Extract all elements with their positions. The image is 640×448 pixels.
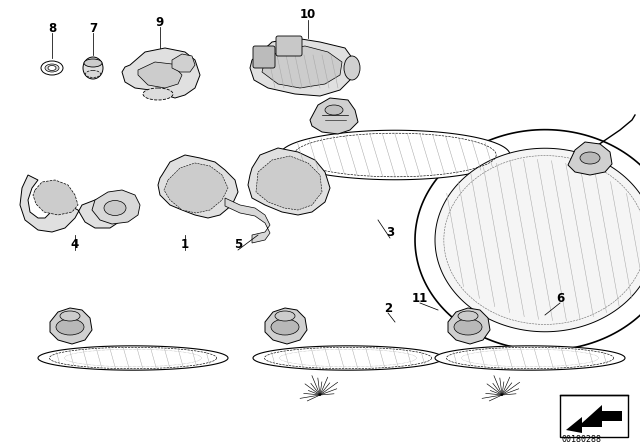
Ellipse shape: [344, 56, 360, 80]
Ellipse shape: [143, 88, 173, 100]
Polygon shape: [310, 98, 358, 134]
Polygon shape: [280, 130, 510, 180]
Text: 5: 5: [234, 238, 242, 251]
Polygon shape: [20, 175, 125, 232]
Polygon shape: [265, 308, 307, 344]
Polygon shape: [164, 163, 228, 213]
Polygon shape: [415, 129, 640, 350]
Polygon shape: [92, 190, 140, 224]
Text: 11: 11: [412, 292, 428, 305]
Ellipse shape: [275, 311, 295, 321]
Polygon shape: [122, 48, 200, 98]
Ellipse shape: [84, 59, 102, 67]
Text: 4: 4: [71, 238, 79, 251]
Polygon shape: [158, 155, 238, 218]
Text: 2: 2: [384, 302, 392, 314]
Polygon shape: [253, 346, 443, 370]
Ellipse shape: [41, 61, 63, 75]
Ellipse shape: [580, 152, 600, 164]
Ellipse shape: [86, 70, 100, 78]
Polygon shape: [250, 38, 355, 96]
Polygon shape: [50, 308, 92, 344]
Polygon shape: [138, 62, 182, 88]
Text: 7: 7: [89, 22, 97, 34]
FancyBboxPatch shape: [253, 46, 275, 68]
FancyBboxPatch shape: [276, 36, 302, 56]
Text: 10: 10: [300, 9, 316, 22]
Ellipse shape: [271, 319, 299, 335]
Ellipse shape: [454, 319, 482, 335]
Polygon shape: [262, 46, 342, 88]
Polygon shape: [225, 198, 270, 243]
Polygon shape: [568, 142, 612, 175]
Polygon shape: [248, 148, 330, 215]
Text: 00180288: 00180288: [562, 435, 602, 444]
Polygon shape: [33, 180, 78, 215]
Polygon shape: [435, 346, 625, 370]
Text: 9: 9: [156, 16, 164, 29]
Polygon shape: [448, 308, 490, 344]
Polygon shape: [172, 54, 195, 72]
Text: 3: 3: [386, 227, 394, 240]
Text: 6: 6: [556, 292, 564, 305]
Text: 1: 1: [181, 238, 189, 251]
Ellipse shape: [83, 57, 103, 79]
Ellipse shape: [325, 105, 343, 115]
Polygon shape: [566, 405, 622, 433]
Ellipse shape: [56, 319, 84, 335]
Ellipse shape: [104, 201, 126, 215]
Polygon shape: [256, 156, 322, 210]
Polygon shape: [435, 148, 640, 332]
Ellipse shape: [458, 311, 478, 321]
Bar: [560, 395, 628, 437]
Ellipse shape: [60, 311, 80, 321]
Ellipse shape: [45, 64, 59, 72]
Ellipse shape: [48, 65, 56, 70]
Polygon shape: [38, 346, 228, 370]
Text: 8: 8: [48, 22, 56, 34]
